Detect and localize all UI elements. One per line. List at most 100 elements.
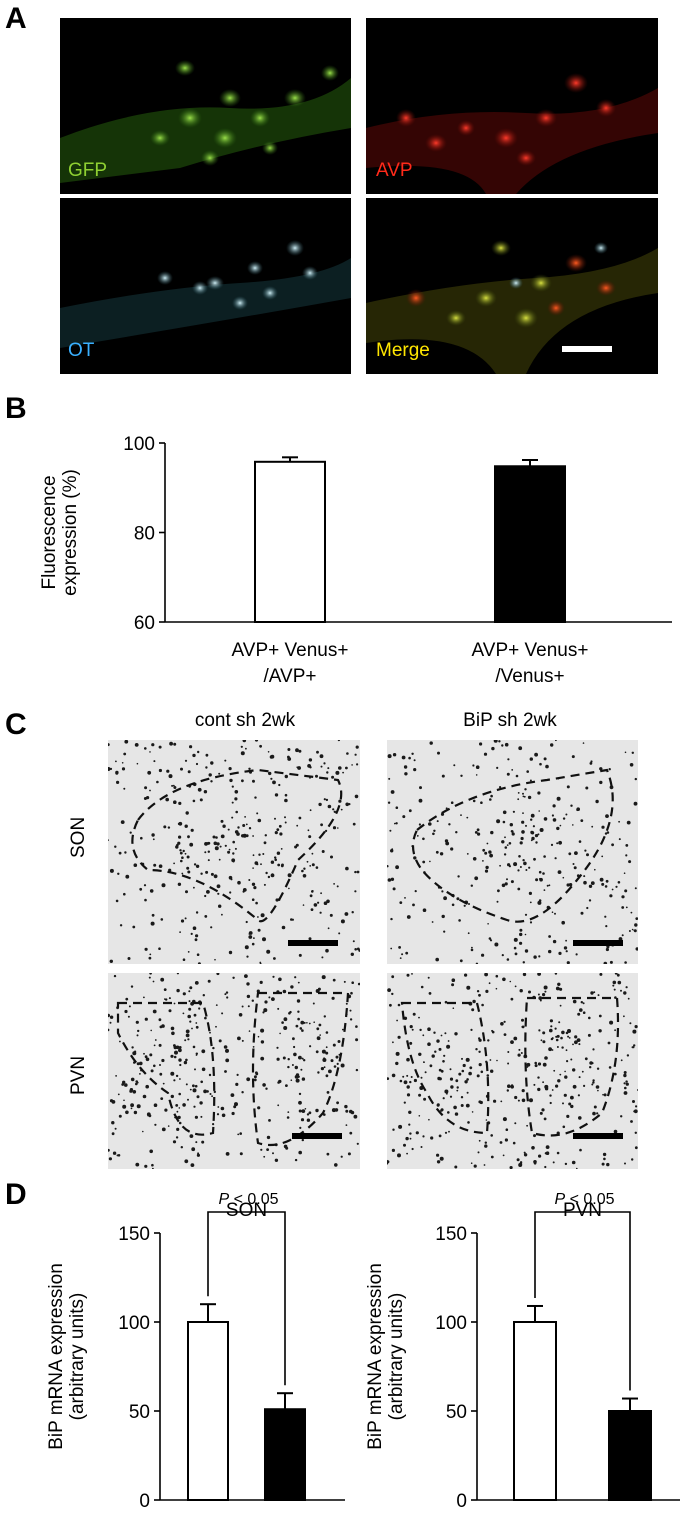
nucleus: [605, 947, 609, 952]
nucleus: [488, 850, 492, 854]
nucleus: [606, 831, 610, 834]
nucleus: [124, 1083, 128, 1087]
nucleus: [268, 996, 271, 999]
nucleus: [533, 857, 536, 861]
nucleus: [168, 774, 173, 779]
nucleus: [136, 1062, 140, 1066]
chart-2-y-tick-label: 100: [435, 1313, 467, 1334]
nucleus: [507, 1062, 510, 1065]
nucleus: [519, 989, 523, 993]
nucleus: [251, 999, 254, 1002]
nucleus: [554, 857, 557, 860]
nucleus: [175, 1045, 180, 1050]
nucleus: [484, 851, 488, 855]
nucleus: [187, 1038, 190, 1041]
nucleus: [320, 892, 322, 895]
nucleus: [614, 973, 618, 975]
cell-nuclei: [387, 740, 638, 964]
nucleus: [406, 1085, 410, 1089]
nucleus: [257, 916, 259, 918]
nucleus: [458, 1072, 462, 1076]
nucleus: [187, 770, 191, 774]
nucleus: [559, 824, 562, 827]
nucleus: [598, 1029, 602, 1033]
nucleus: [580, 911, 584, 915]
nucleus: [281, 925, 286, 930]
chart-d-pvn: 0 50 100 150 BiP mRNA expression (arbitrary u…: [365, 1191, 680, 1512]
nucleus: [237, 880, 241, 885]
nucleus: [170, 1026, 175, 1031]
nucleus: [561, 920, 565, 925]
nucleus: [173, 742, 177, 746]
nucleus: [557, 870, 562, 874]
nucleus: [511, 832, 515, 836]
nucleus: [422, 1135, 425, 1138]
nucleus: [424, 1071, 427, 1074]
nucleus: [503, 853, 507, 856]
nucleus: [259, 980, 263, 984]
nucleus: [315, 1108, 319, 1113]
nucleus: [325, 1031, 329, 1034]
nucleus: [528, 866, 531, 869]
nucleus: [411, 752, 414, 755]
nucleus: [555, 1084, 559, 1088]
avp-label: AVP: [376, 160, 413, 181]
nucleus: [612, 984, 615, 987]
micrograph-ot: OT: [60, 198, 351, 374]
nucleus: [209, 1093, 212, 1095]
nucleus: [274, 831, 278, 835]
nucleus: [133, 1110, 138, 1115]
nucleus: [309, 809, 312, 812]
micrograph-avp: AVP: [366, 18, 658, 194]
nucleus: [345, 1002, 348, 1005]
nucleus: [496, 1059, 498, 1062]
nucleus: [259, 744, 262, 748]
nucleus: [456, 1086, 459, 1089]
nucleus: [215, 1004, 218, 1006]
nucleus: [130, 1077, 135, 1082]
nucleus: [604, 915, 607, 918]
nucleus: [533, 1083, 536, 1086]
nucleus: [603, 961, 608, 964]
nucleus: [618, 937, 623, 941]
nucleus: [234, 1102, 238, 1107]
nucleus: [152, 980, 155, 983]
nucleus: [355, 1025, 358, 1028]
nucleus: [616, 973, 620, 977]
nucleus: [456, 1089, 459, 1092]
nucleus: [170, 1071, 175, 1076]
nucleus: [444, 1089, 449, 1094]
chart-1-y-tick-label: 50: [129, 1402, 150, 1423]
nucleus: [467, 932, 470, 935]
nucleus: [323, 762, 326, 765]
nucleus: [418, 1016, 420, 1019]
nucleus: [317, 987, 321, 991]
nucleus: [509, 980, 512, 983]
nucleus: [406, 1093, 411, 1097]
nucleus: [142, 1130, 144, 1133]
nucleus: [542, 1031, 546, 1035]
nucleus: [320, 765, 323, 768]
nucleus: [620, 1059, 623, 1062]
nucleus: [429, 1064, 433, 1068]
nucleus: [176, 1127, 180, 1131]
nucleus: [502, 820, 506, 824]
nucleus: [449, 1095, 453, 1098]
nucleus: [401, 953, 404, 956]
nucleus: [544, 1056, 548, 1060]
nucleus: [108, 767, 111, 771]
nucleus: [224, 844, 227, 847]
nucleus: [219, 845, 222, 848]
nucleus: [510, 880, 514, 884]
nucleus: [356, 763, 359, 766]
nucleus: [152, 1167, 154, 1169]
nucleus: [260, 913, 265, 918]
nucleus: [490, 1069, 494, 1073]
nucleus: [418, 1115, 421, 1117]
nucleus: [262, 1083, 266, 1087]
nucleus: [349, 1009, 352, 1012]
nucleus: [559, 1004, 562, 1007]
nucleus: [327, 767, 330, 770]
nucleus: [177, 882, 182, 886]
nucleus: [321, 975, 326, 980]
